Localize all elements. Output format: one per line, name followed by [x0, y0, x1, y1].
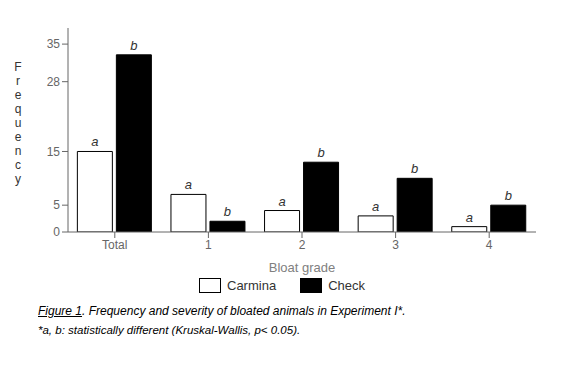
html-text:e: e: [14, 130, 22, 144]
svg-text:b: b: [130, 38, 137, 53]
svg-text:a: a: [185, 177, 192, 192]
svg-text:2: 2: [299, 238, 306, 252]
svg-text:3: 3: [392, 238, 399, 252]
svg-text:0: 0: [53, 225, 60, 239]
html-text:Carmina: Carmina: [227, 278, 277, 293]
svg-text:Total: Total: [102, 238, 127, 252]
svg-text:b: b: [505, 188, 512, 203]
html-text:e: e: [14, 88, 22, 102]
svg-text:a: a: [91, 134, 98, 149]
html-text:Figure 1. Frequency and severi: Figure 1. Frequency and severity of bloa…: [38, 304, 406, 318]
html-text:F: F: [14, 60, 22, 74]
html-text:c: c: [15, 158, 21, 172]
svg-text:a: a: [466, 210, 473, 225]
svg-text:a: a: [372, 199, 379, 214]
svg-text:b: b: [411, 161, 418, 176]
svg-text:5: 5: [53, 198, 60, 212]
html-text:q: q: [14, 102, 22, 116]
svg-text:Bloat grade: Bloat grade: [269, 260, 336, 275]
svg-text:15: 15: [47, 145, 61, 159]
svg-text:a: a: [278, 194, 285, 209]
html-text:*a, b: statistically different: *a, b: statistically different (Kruskal-…: [38, 324, 301, 336]
svg-text:b: b: [317, 145, 324, 160]
svg-text:1: 1: [205, 238, 212, 252]
html-text:u: u: [14, 116, 22, 130]
html-text:r: r: [16, 74, 20, 88]
svg-text:35: 35: [47, 37, 61, 51]
svg-text:28: 28: [47, 75, 61, 89]
svg-text:b: b: [224, 204, 231, 219]
html-text:y: y: [15, 172, 21, 186]
html-text:n: n: [14, 144, 22, 158]
svg-text:4: 4: [486, 238, 493, 252]
html-text:Check: Check: [328, 278, 365, 293]
